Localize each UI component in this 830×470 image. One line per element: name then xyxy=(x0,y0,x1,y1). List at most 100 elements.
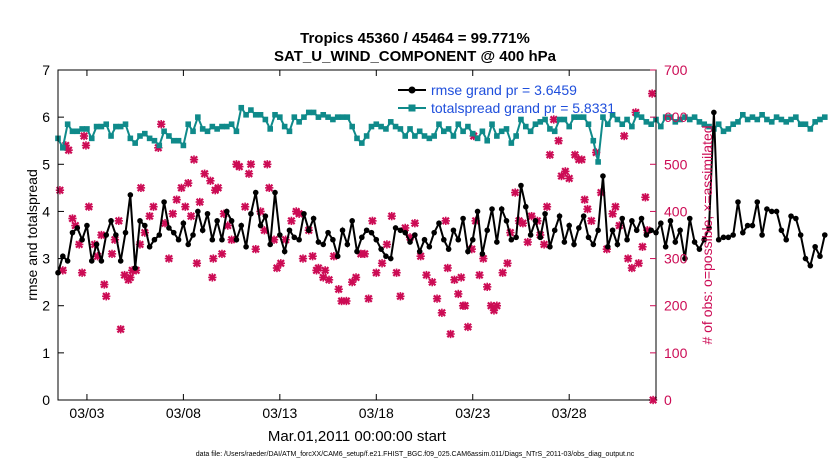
totalspread-point xyxy=(320,111,327,118)
y-tick-label-right: 500 xyxy=(664,156,688,172)
rmse-point xyxy=(156,232,163,238)
totalspread-point xyxy=(764,116,770,123)
obs-count-marker xyxy=(410,219,420,228)
obs-count-marker xyxy=(377,259,387,268)
totalspread-point xyxy=(648,121,654,128)
rmse-point xyxy=(248,210,254,217)
totalspread-point xyxy=(98,123,105,130)
obs-count-marker xyxy=(64,145,73,155)
rmse-point xyxy=(359,234,365,241)
obs-count-marker xyxy=(475,270,484,280)
chart-subtitle: SAT_U_WIND_COMPONENT @ 400 hPa xyxy=(274,48,556,65)
rmse-point xyxy=(190,232,196,238)
rmse-point xyxy=(445,246,452,252)
rmse-point xyxy=(339,227,346,234)
rmse-point xyxy=(469,236,476,243)
obs-count-marker xyxy=(324,275,334,284)
obs-count-marker xyxy=(561,167,570,176)
obs-count-marker xyxy=(360,249,369,259)
totalspread-point xyxy=(180,142,187,149)
rmse-point xyxy=(223,208,230,215)
totalspread-point xyxy=(551,128,558,135)
rmse-point xyxy=(542,210,548,217)
rmse-point xyxy=(797,232,804,238)
obs-count-marker xyxy=(387,211,396,221)
rmse-point xyxy=(759,232,765,238)
rmse-point xyxy=(325,229,331,236)
obs-count-marker xyxy=(443,263,452,273)
rmse-point xyxy=(122,229,129,236)
totalspread-point xyxy=(662,114,669,120)
totalspread-point xyxy=(170,137,177,144)
obs-count-marker xyxy=(294,209,304,218)
totalspread-point xyxy=(706,123,712,130)
totalspread-point xyxy=(686,116,693,123)
rmse-point xyxy=(821,232,828,238)
totalspread-point xyxy=(527,128,534,135)
legend-label-totalspread: totalspread grand pr = 5.8331 xyxy=(431,100,615,116)
obs-count-marker xyxy=(545,150,555,160)
obs-count-marker xyxy=(364,294,373,303)
rmse-point xyxy=(730,232,736,238)
totalspread-point xyxy=(310,109,317,116)
rmse-point xyxy=(566,222,572,229)
totalspread-point xyxy=(219,123,225,130)
totalspread-point xyxy=(60,144,66,151)
totalspread-point xyxy=(778,116,785,123)
y-tick-label-right: 700 xyxy=(664,62,688,78)
rmse-point xyxy=(146,243,153,250)
rmse-point xyxy=(175,236,182,243)
obs-count-marker xyxy=(107,249,117,259)
data-file-footnote: data file: /Users/raeder/DAI/ATM_forcXX/… xyxy=(195,451,635,458)
rmse-point xyxy=(330,236,336,243)
rmse-point xyxy=(127,192,134,198)
rmse-point xyxy=(436,220,442,227)
totalspread-point xyxy=(301,114,307,120)
rmse-point xyxy=(166,225,172,231)
totalspread-point xyxy=(696,119,703,125)
rmse-point xyxy=(561,239,568,245)
totalspread-point xyxy=(334,114,341,120)
totalspread-point xyxy=(286,128,293,135)
rmse-point xyxy=(658,220,664,227)
obs-count-marker xyxy=(209,254,218,263)
obs-count-marker xyxy=(164,254,174,263)
totalspread-point xyxy=(571,114,577,120)
totalspread-point xyxy=(445,126,452,132)
obs-count-marker xyxy=(157,120,166,129)
legend-label-rmse: rmse grand pr = 3.6459 xyxy=(431,82,577,98)
rmse-point xyxy=(281,248,288,255)
totalspread-point xyxy=(580,114,587,120)
totalspread-point xyxy=(291,114,298,120)
rmse-point xyxy=(219,236,225,243)
totalspread-point xyxy=(604,121,611,128)
rmse-point xyxy=(513,234,519,241)
rmse-point xyxy=(238,222,245,229)
rmse-point xyxy=(373,236,380,243)
rmse-point xyxy=(441,236,447,243)
obs-count-marker xyxy=(638,242,647,251)
rmse-point xyxy=(706,225,712,231)
obs-count-marker xyxy=(149,202,158,211)
y-tick-label-left: 4 xyxy=(42,203,50,219)
totalspread-point xyxy=(672,119,679,125)
rmse-point xyxy=(349,218,355,224)
totalspread-point xyxy=(754,116,761,123)
rmse-point xyxy=(421,236,428,243)
x-tick-label: 03/03 xyxy=(69,405,104,421)
rmse-point xyxy=(667,218,674,224)
rmse-point xyxy=(344,241,351,248)
rmse-point xyxy=(161,199,167,205)
totalspread-point xyxy=(768,119,775,125)
obs-count-marker xyxy=(126,273,135,282)
legend: rmse grand pr = 3.6459 totalspread grand… xyxy=(398,82,615,116)
totalspread-point xyxy=(267,126,273,132)
totalspread-point xyxy=(590,137,597,144)
rmse-point xyxy=(595,227,601,234)
obs-count-marker xyxy=(116,325,125,334)
y-tick-label-left: 5 xyxy=(42,156,50,172)
totalspread-point xyxy=(691,114,698,120)
rmse-point xyxy=(108,218,114,224)
totalspread-point xyxy=(305,109,312,116)
